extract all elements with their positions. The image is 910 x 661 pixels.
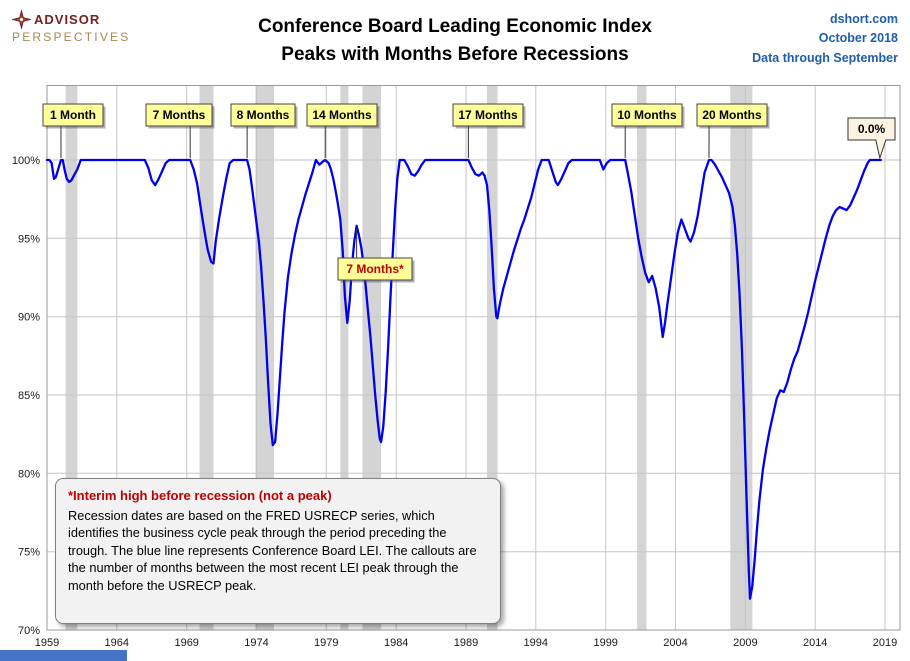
chart-title-line2: Peaks with Months Before Recessions [281, 43, 629, 65]
x-axis-label: 2014 [803, 637, 827, 649]
recession-band [65, 85, 78, 630]
callout-label: 17 Months [458, 108, 518, 122]
compass-rose-icon [12, 10, 31, 29]
callout-box [696, 103, 768, 127]
y-axis-label: 90% [18, 312, 40, 324]
source-date: October 2018 [818, 31, 898, 46]
chart-title: Conference Board Leading Economic Index … [155, 13, 755, 68]
source-site: dshort.com [829, 12, 898, 26]
callout-label: 7 Months [153, 108, 206, 122]
note-title: *Interim high before recession (not a pe… [68, 488, 332, 503]
y-axis-label: 70% [18, 625, 40, 637]
callout-box [42, 103, 104, 127]
chart-title-line1: Conference Board Leading Economic Index [258, 16, 652, 37]
y-axis-label: 95% [18, 233, 40, 245]
callout-label: 1 Month [50, 108, 96, 122]
header: ADVISOR PERSPECTIVES Conference Board Le… [0, 0, 910, 85]
logo-perspectives-text: PERSPECTIVES [12, 30, 131, 44]
y-axis-label: 85% [18, 390, 40, 402]
x-axis-label: 2004 [663, 637, 687, 649]
x-axis-label: 2019 [873, 637, 897, 649]
logo-advisor-text: ADVISOR [34, 12, 101, 27]
y-axis-label: 100% [12, 155, 40, 167]
current-value-callout [847, 117, 896, 160]
note-box: *Interim high before recession (not a pe… [55, 478, 501, 624]
recession-band [487, 85, 498, 630]
callout-box [230, 103, 296, 127]
y-axis-label: 75% [18, 547, 40, 559]
x-axis-label: 1959 [35, 637, 59, 649]
footer-accent-bar [0, 650, 127, 661]
callout-label: 8 Months [237, 108, 290, 122]
callout-box [452, 103, 524, 127]
recession-band [340, 85, 349, 630]
callout-box [611, 103, 683, 127]
callout-box [306, 103, 378, 127]
x-axis-label: 1964 [105, 637, 129, 649]
callout-label: 20 Months [702, 108, 762, 122]
x-axis-label: 1974 [244, 637, 268, 649]
recession-band [637, 85, 647, 630]
plot-border [46, 85, 901, 631]
current-value-label: 0.0% [858, 122, 886, 136]
source-note: Data through September [752, 50, 898, 65]
source-block: dshort.com October 2018 Data through Sep… [752, 10, 898, 68]
callout-box [145, 103, 213, 127]
callout-label: 7 Months* [346, 262, 404, 276]
x-axis-label: 1969 [174, 637, 198, 649]
x-axis-label: 1999 [593, 637, 617, 649]
x-axis-label: 1989 [454, 637, 478, 649]
callout-label: 10 Months [617, 108, 677, 122]
x-axis-label: 1984 [384, 637, 408, 649]
note-body: Recession dates are based on the FRED US… [68, 508, 477, 593]
x-axis-label: 2009 [733, 637, 757, 649]
advisor-perspectives-logo: ADVISOR PERSPECTIVES [12, 10, 162, 44]
x-axis-label: 1979 [314, 637, 338, 649]
x-axis-label: 1994 [524, 637, 548, 649]
callout-label: 14 Months [312, 108, 372, 122]
callout-box [337, 257, 413, 281]
y-axis-label: 80% [18, 468, 40, 480]
lei-line [45, 158, 882, 600]
